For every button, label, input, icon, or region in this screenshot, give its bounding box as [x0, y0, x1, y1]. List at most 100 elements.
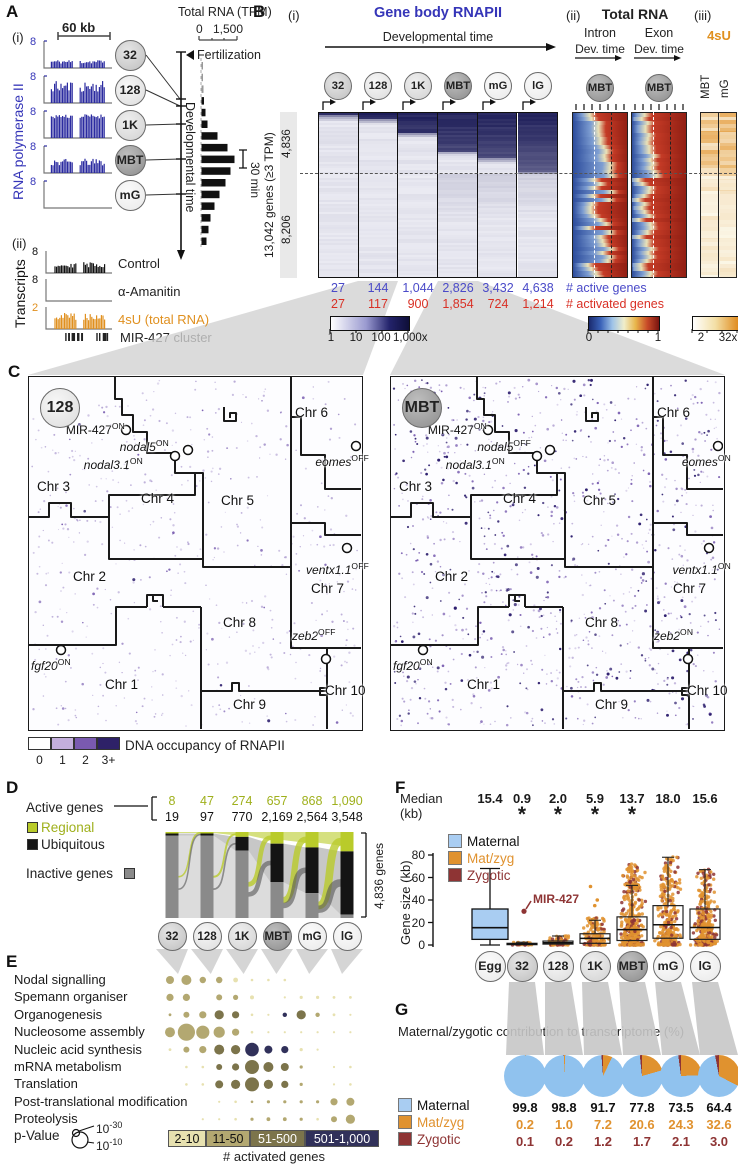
hrow	[517, 153, 558, 156]
hrow	[632, 275, 686, 277]
chromosome-label-10: Chr 10	[325, 683, 366, 698]
hrow	[477, 169, 517, 173]
hrow	[517, 204, 558, 207]
hrow	[477, 266, 517, 269]
median-label: Median	[400, 791, 443, 806]
hrow	[477, 137, 517, 140]
hrow	[438, 121, 477, 124]
activated-genes-count-1: 117	[368, 297, 388, 311]
hrow	[719, 120, 736, 125]
hrow	[398, 192, 438, 195]
hrow	[477, 238, 517, 241]
hrow	[319, 145, 358, 148]
gene-label-MIR-427: MIR-427ON	[427, 421, 487, 437]
hrow	[438, 230, 477, 233]
hrow	[398, 254, 438, 257]
chromosome-label-2: Chr 2	[73, 569, 107, 584]
hrow	[477, 176, 517, 179]
hrow	[517, 161, 558, 164]
total-rna-exon-heatmap-dash-black	[670, 112, 672, 278]
hrow	[438, 169, 477, 173]
hrow	[517, 220, 558, 223]
gene-label-nodal5: nodal5OFF	[477, 438, 531, 454]
hrow	[398, 204, 438, 207]
hrow	[319, 117, 358, 120]
hrow	[319, 165, 358, 168]
hrow	[398, 174, 438, 177]
hrow	[517, 250, 558, 253]
hrow	[517, 192, 558, 195]
track-ii-ymax-2: 2	[32, 302, 39, 314]
hrow	[358, 212, 398, 215]
hrow	[319, 190, 358, 193]
hrow	[358, 204, 398, 207]
hrow	[358, 196, 398, 199]
hrow	[398, 151, 438, 154]
g-value-Zygotic-1: 0.2	[554, 1134, 574, 1149]
hrow	[438, 180, 477, 183]
dna-occupancy-swatch-2	[74, 737, 97, 750]
hrow	[517, 113, 558, 116]
hrow	[398, 139, 438, 142]
hrow	[719, 146, 736, 150]
hrow	[438, 238, 477, 241]
hrow	[632, 258, 686, 263]
hrow	[573, 145, 627, 150]
hrow	[398, 117, 438, 120]
track-ii-label-0: Control	[118, 256, 160, 271]
f-legend-swatch-1	[448, 851, 462, 865]
hrow	[319, 256, 358, 259]
f-ytick-20: 20	[411, 915, 425, 930]
go-category-5: mRNA metabolism	[14, 1059, 122, 1074]
hrow	[477, 240, 517, 243]
hrow	[701, 135, 720, 139]
embryo-circle-f-1K: 1K	[579, 950, 611, 982]
hrow	[398, 123, 438, 126]
g-legend-swatch-0	[398, 1098, 412, 1112]
axis-max: 1,500	[213, 22, 244, 36]
hrow	[719, 190, 736, 195]
dev-time-axis: Developmental time	[183, 101, 197, 213]
hrow	[398, 159, 438, 162]
f-ytick-80: 80	[411, 848, 425, 862]
g-value-Zygotic-5: 3.0	[709, 1134, 729, 1149]
hrow	[358, 190, 398, 193]
colorbar-rnapii	[330, 316, 410, 331]
hrow	[517, 194, 558, 197]
hrow	[632, 210, 686, 215]
hrow	[477, 268, 517, 272]
hrow	[701, 142, 720, 147]
hrow	[477, 163, 517, 166]
hrow	[358, 174, 398, 177]
hrow	[517, 198, 558, 201]
hrow	[517, 184, 558, 187]
hrow	[398, 157, 438, 160]
hrow	[398, 240, 438, 243]
embryo-circle-b-32: 32	[324, 72, 352, 100]
embryo-circle-d-1K: 1K	[227, 921, 257, 951]
hrow	[719, 256, 736, 261]
hrow	[358, 153, 398, 156]
hrow	[477, 139, 517, 142]
dna-occupancy-legend-title: DNA occupancy of RNAPII	[125, 738, 285, 753]
hrow	[319, 196, 358, 199]
gene-label-fgf20: fgf20ON	[31, 657, 71, 673]
scalebar-label: 60 kb	[62, 20, 96, 35]
hrow	[319, 131, 358, 134]
active-genes-count-3: 2,826	[442, 281, 474, 295]
hrow	[477, 192, 517, 195]
hrow	[319, 232, 358, 235]
hrow	[517, 246, 558, 249]
activated-genes-count-5: 1,214	[522, 297, 554, 311]
bin-swatch-3: 501-1,000	[305, 1130, 379, 1147]
hrow	[701, 127, 720, 132]
hrow	[398, 121, 438, 124]
hrow	[701, 131, 720, 136]
median-value-3: 5.9	[585, 791, 605, 806]
hrow	[573, 189, 627, 195]
hrow	[517, 186, 558, 189]
hrow	[632, 169, 686, 174]
hrow	[632, 254, 686, 259]
hrow	[573, 275, 627, 277]
